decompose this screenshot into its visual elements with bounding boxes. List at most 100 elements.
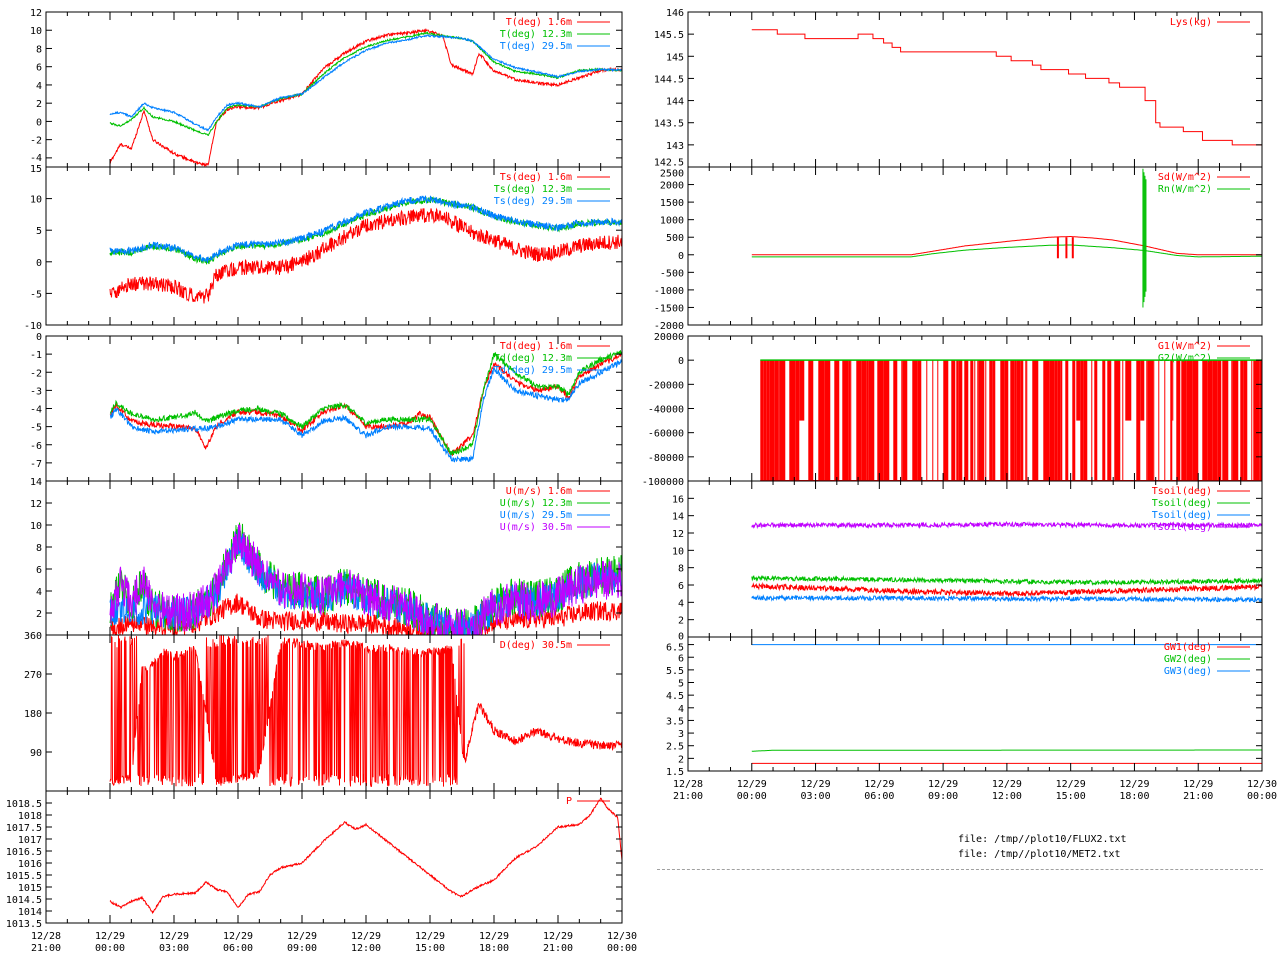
- g1-spike-bar: [1232, 360, 1239, 481]
- y-tick-label: -5: [30, 289, 42, 300]
- g1-spike-bar: [763, 360, 767, 481]
- g1-spike-bar: [1231, 360, 1233, 481]
- y-tick-label: -2: [30, 368, 42, 379]
- g1-spike-bar: [877, 360, 884, 481]
- g1-spike-bar: [1181, 360, 1187, 481]
- legend-label: Tsoil(deg): [1152, 510, 1212, 521]
- series-line-p: [109, 797, 622, 915]
- x-tick-time-left: 09:00: [287, 943, 317, 954]
- g1-spike-bar: [766, 360, 770, 481]
- g1-spike-bar: [778, 360, 780, 481]
- y-tick-label: 143.5: [654, 119, 684, 130]
- y-tick-label: 142.5: [654, 158, 684, 169]
- y-tick-label: -20000: [648, 380, 684, 391]
- plot-area: [109, 635, 622, 787]
- g1-spike-bar: [774, 360, 779, 481]
- legend-label: Tsoil(deg): [1152, 522, 1212, 533]
- y-tick-label: 8: [36, 543, 42, 554]
- x-tick-time-right: 15:00: [1056, 791, 1086, 802]
- g1-spike-bar: [917, 360, 922, 481]
- x-tick-date-right: 12/30: [1247, 779, 1277, 790]
- g1-spike-bar: [1136, 360, 1141, 481]
- g1-spike-bar: [1057, 360, 1061, 481]
- y-tick-label: 1015.5: [6, 871, 42, 882]
- y-tick-label: 4.5: [666, 691, 684, 702]
- y-tick-label: 14: [672, 512, 684, 523]
- plot-area: [109, 27, 622, 167]
- y-tick-label: 10: [30, 26, 42, 37]
- g1-spike-bar: [932, 360, 934, 481]
- series-line-u-m-s-30-5m: [109, 523, 622, 635]
- legend-label: Td(deg) 12.3m: [494, 353, 572, 364]
- g1-spike-bar: [883, 360, 890, 481]
- g1-spike-bar: [866, 360, 869, 481]
- series-line-rn-w-m-2-: [751, 244, 1262, 258]
- g1-spike-bar: [1153, 360, 1155, 481]
- g1-spike-bar: [1091, 360, 1093, 481]
- y-tick-label: 20000: [654, 332, 684, 343]
- y-tick-label: -4: [30, 405, 42, 416]
- y-tick-label: -60000: [648, 429, 684, 440]
- y-tick-label: 90: [30, 748, 42, 759]
- y-tick-label: 1.5: [666, 767, 684, 778]
- plot-area: [751, 168, 1262, 308]
- legend-label: GW2(deg): [1164, 654, 1212, 665]
- legend-label: U(m/s) 1.6m: [506, 486, 572, 497]
- y-tick-label: 8: [36, 44, 42, 55]
- y-tick-label: 0: [678, 251, 684, 262]
- legend-label: Ts(deg) 29.5m: [494, 196, 572, 207]
- x-tick-date-left: 12/29: [415, 931, 445, 942]
- g1-spike-bar: [795, 360, 800, 481]
- y-tick-label: 500: [666, 233, 684, 244]
- x-tick-time-left: 03:00: [159, 943, 189, 954]
- y-tick-label: -5: [30, 423, 42, 434]
- y-tick-label: -2: [30, 136, 42, 147]
- y-tick-label: 4: [678, 598, 684, 609]
- g1-spike-bar: [1076, 360, 1081, 421]
- y-tick-label: 1016.5: [6, 847, 42, 858]
- x-tick-time-right: 03:00: [801, 791, 831, 802]
- y-tick-label: 144: [666, 97, 684, 108]
- x-tick-time-right: 00:00: [737, 791, 767, 802]
- g1-spike-bar: [1010, 360, 1015, 481]
- x-tick-date-right: 12/29: [992, 779, 1022, 790]
- plot-area: [760, 359, 1262, 481]
- g1-spike-bar: [1043, 360, 1050, 481]
- y-tick-label: 15: [30, 164, 42, 175]
- g1-spike-bar: [1026, 360, 1028, 481]
- file-label-met: file: /tmp//plot10/MET2.txt: [958, 849, 1121, 860]
- g1-spike-bar: [951, 360, 956, 481]
- g1-spike-bar: [1072, 360, 1076, 481]
- x-tick-date-left: 12/29: [95, 931, 125, 942]
- g1-spike-bar: [861, 360, 867, 481]
- x-tick-time-right: 12:00: [992, 791, 1022, 802]
- x-tick-date-right: 12/29: [864, 779, 894, 790]
- y-tick-label: 2500: [660, 169, 684, 180]
- g1-spike-bar: [1251, 360, 1253, 481]
- series-line-ts-deg-1-6m: [109, 207, 622, 304]
- x-tick-date-right: 12/28: [673, 779, 703, 790]
- x-tick-date-left: 12/29: [159, 931, 189, 942]
- g1-spike-bar: [1140, 360, 1145, 421]
- g1-spike-bar: [799, 360, 805, 421]
- y-tick-label: 2.5: [666, 742, 684, 753]
- g1-spike-bar: [1065, 360, 1069, 481]
- x-tick-date-right: 12/29: [1056, 779, 1086, 790]
- g1-spike-bar: [789, 360, 796, 481]
- y-tick-label: 1018: [18, 811, 42, 822]
- g1-spike-bar: [808, 360, 814, 481]
- y-tick-label: 1017.5: [6, 823, 42, 834]
- y-tick-label: 4: [678, 704, 684, 715]
- legend-label: Td(deg) 1.6m: [500, 341, 572, 352]
- plot-area: [109, 797, 622, 915]
- x-tick-time-right: 21:00: [1183, 791, 1213, 802]
- g1-spike-bar: [1172, 360, 1174, 421]
- g1-spike-bar: [1054, 360, 1058, 481]
- x-tick-date-left: 12/30: [607, 931, 637, 942]
- x-tick-time-left: 21:00: [543, 943, 573, 954]
- y-tick-label: 8: [678, 564, 684, 575]
- g1-spike-bar: [850, 360, 852, 481]
- y-tick-label: -3: [30, 386, 42, 397]
